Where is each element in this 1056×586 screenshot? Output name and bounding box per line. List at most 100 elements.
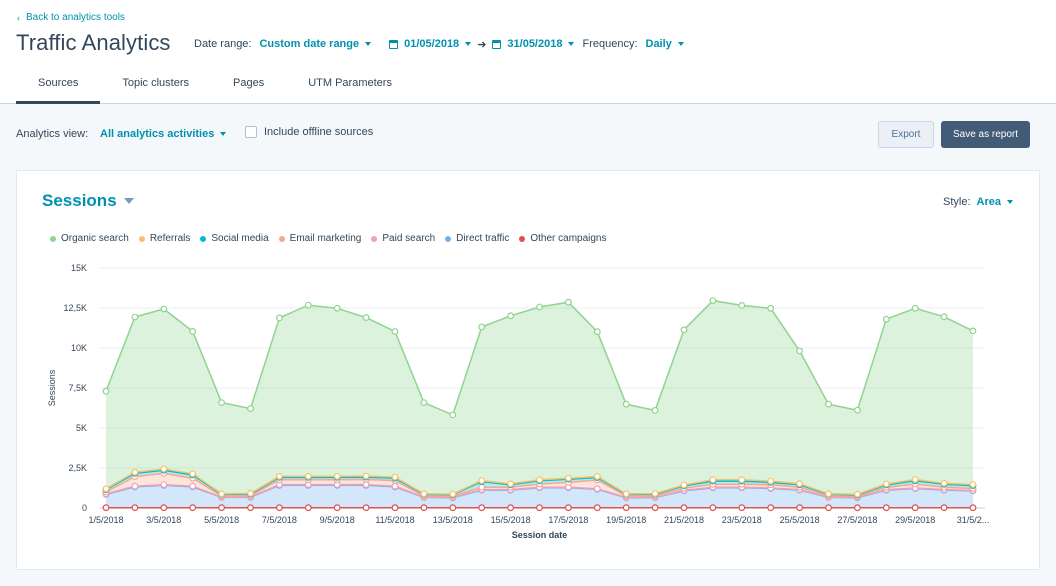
- data-point: [536, 504, 543, 512]
- y-tick-label: 12,5K: [63, 303, 87, 313]
- style-control: Style: Area: [943, 196, 1013, 208]
- data-point: [362, 504, 370, 512]
- legend-dot-icon: [278, 235, 285, 242]
- legend-dot-icon: [200, 235, 207, 242]
- data-point: [391, 504, 399, 512]
- data-point: [882, 315, 890, 323]
- arrow-right-icon: ➜: [477, 38, 487, 51]
- y-axis-title: Sessions: [47, 369, 57, 406]
- legend-label: Social media: [211, 233, 269, 244]
- calendar-icon: [492, 39, 502, 49]
- date-range-value: Custom date range: [259, 38, 360, 50]
- x-tick-label: 23/5/2018: [722, 515, 762, 525]
- data-point: [651, 504, 659, 512]
- data-point: [969, 327, 977, 335]
- tab-pages[interactable]: Pages: [233, 77, 265, 89]
- data-point: [738, 301, 746, 309]
- data-point: [796, 347, 803, 355]
- data-point: [131, 482, 139, 490]
- start-date-picker[interactable]: 01/05/2018: [389, 38, 472, 50]
- legend-item[interactable]: Organic search: [50, 233, 129, 244]
- data-point: [333, 504, 341, 512]
- data-point: [911, 476, 919, 483]
- sessions-dropdown[interactable]: Sessions: [42, 191, 134, 211]
- data-point: [131, 504, 139, 512]
- data-point: [131, 468, 139, 476]
- export-button[interactable]: Export: [878, 121, 934, 148]
- data-point: [478, 504, 486, 512]
- data-point: [478, 477, 486, 485]
- data-point: [160, 305, 168, 313]
- legend-item[interactable]: Email marketing: [278, 233, 361, 244]
- tab-sources[interactable]: Sources: [16, 66, 101, 104]
- data-point: [218, 399, 226, 407]
- tab-topic-clusters[interactable]: Topic clusters: [122, 77, 189, 89]
- data-point: [160, 481, 168, 489]
- start-date-value: 01/05/2018: [404, 38, 460, 50]
- data-point: [854, 490, 861, 498]
- data-point: [218, 490, 226, 498]
- x-tick-label: 15/5/2018: [491, 515, 531, 525]
- data-point: [420, 504, 428, 512]
- save-as-report-button[interactable]: Save as report: [941, 121, 1030, 148]
- style-dropdown[interactable]: Area: [977, 196, 1013, 208]
- sessions-chart: 0 2,5K 5K 7,5K 10K 12,5K 15K 1/5/2018 3/5/2018 5/…: [47, 263, 989, 540]
- x-tick-label: 7/5/2018: [262, 515, 297, 525]
- caret-down-icon: [123, 198, 134, 204]
- frequency-dropdown[interactable]: Daily: [646, 38, 684, 50]
- data-point: [825, 400, 832, 408]
- style-value: Area: [976, 196, 1001, 208]
- frequency-value: Daily: [645, 38, 672, 50]
- data-point: [622, 504, 630, 512]
- data-point: [651, 490, 659, 498]
- data-point: [449, 490, 457, 498]
- y-tick-label: 0: [82, 503, 87, 513]
- tab-utm-parameters[interactable]: UTM Parameters: [308, 77, 392, 89]
- back-link-label: Back to analytics tools: [26, 12, 125, 23]
- data-point: [276, 314, 283, 322]
- data-point: [796, 480, 803, 488]
- point-layers: [102, 297, 977, 512]
- y-tick-label: 10K: [71, 343, 87, 353]
- legend-item[interactable]: Other campaigns: [519, 233, 607, 244]
- tabs: Sources Topic clusters Pages UTM Paramet…: [16, 66, 414, 104]
- filters-bar: Date range: Custom date range 01/05/2018…: [194, 36, 684, 52]
- legend-item[interactable]: Social media: [200, 233, 269, 244]
- caret-down-icon: [677, 42, 684, 46]
- x-tick-label: 27/5/2018: [837, 515, 877, 525]
- legend-item[interactable]: Direct traffic: [445, 233, 509, 244]
- data-point: [420, 490, 428, 498]
- data-point: [276, 504, 283, 512]
- data-point: [593, 473, 601, 480]
- analytics-view-dropdown[interactable]: All analytics activities: [100, 128, 227, 140]
- legend-dot-icon: [445, 235, 452, 242]
- x-tick-label: 29/5/2018: [895, 515, 935, 525]
- data-point: [507, 312, 515, 320]
- data-point: [189, 504, 197, 512]
- legend-label: Direct traffic: [456, 233, 510, 244]
- data-point: [622, 400, 630, 408]
- back-to-analytics-link[interactable]: ‹ Back to analytics tools: [17, 12, 125, 23]
- x-tick-label: 21/5/2018: [664, 515, 704, 525]
- legend-label: Paid search: [382, 233, 436, 244]
- data-point: [709, 297, 717, 305]
- data-point: [362, 314, 370, 322]
- offline-checkbox[interactable]: [245, 126, 257, 138]
- data-point: [565, 474, 572, 482]
- data-point: [333, 472, 341, 480]
- include-offline-toggle[interactable]: Include offline sources: [245, 126, 373, 138]
- data-point: [680, 504, 688, 512]
- data-point: [304, 301, 312, 309]
- end-date-picker[interactable]: 31/05/2018: [492, 38, 575, 50]
- data-point: [767, 304, 775, 312]
- analytics-view-bar: Analytics view: All analytics activities…: [16, 121, 1040, 149]
- data-point: [391, 482, 399, 490]
- data-point: [304, 472, 312, 480]
- chart-legend: Organic search Referrals Social media Email…: [50, 233, 617, 244]
- legend-item[interactable]: Referrals: [138, 233, 190, 244]
- legend-item[interactable]: Paid search: [371, 233, 435, 244]
- y-tick-label: 7,5K: [68, 383, 87, 393]
- caret-down-icon: [220, 132, 227, 136]
- data-point: [940, 313, 948, 321]
- date-range-dropdown[interactable]: Custom date range: [259, 38, 372, 50]
